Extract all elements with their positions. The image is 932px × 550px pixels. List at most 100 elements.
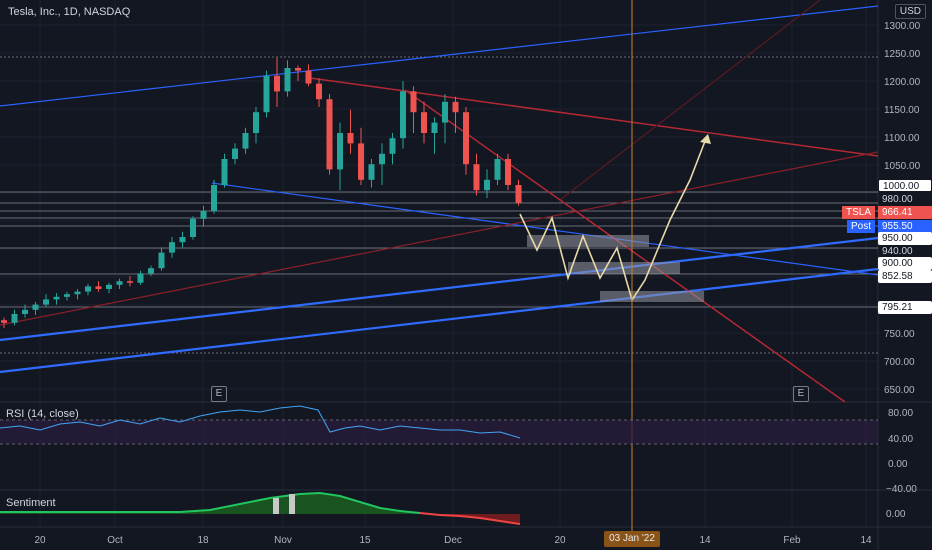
candle[interactable] xyxy=(494,159,501,180)
red-resistance-line[interactable] xyxy=(309,77,879,157)
time-tick-label: 14 xyxy=(699,535,711,546)
price-tick-label: 1100.00 xyxy=(884,133,920,144)
candle[interactable] xyxy=(358,143,364,180)
time-tick-label: 20 xyxy=(554,535,566,546)
candle[interactable] xyxy=(421,112,427,133)
symbol-title[interactable]: Tesla, Inc., 1D, NASDAQ xyxy=(8,6,131,18)
candle[interactable] xyxy=(211,185,217,211)
price-tick-label: 1050.00 xyxy=(884,161,921,172)
time-tick-label: Feb xyxy=(783,535,801,546)
candle[interactable] xyxy=(452,101,459,113)
candle[interactable] xyxy=(232,148,238,159)
price-tick-label: 1250.00 xyxy=(884,49,921,60)
candle[interactable] xyxy=(473,164,480,191)
sentiment-label[interactable]: Sentiment xyxy=(6,497,56,509)
candle[interactable] xyxy=(95,286,102,289)
candle[interactable] xyxy=(316,83,322,100)
candle[interactable] xyxy=(158,252,165,269)
time-tick-label: 15 xyxy=(359,535,371,546)
candle[interactable] xyxy=(284,68,291,92)
candle[interactable] xyxy=(505,159,511,185)
candle[interactable] xyxy=(106,284,112,289)
candle[interactable] xyxy=(148,268,154,274)
sentiment-marker-2 xyxy=(289,494,295,514)
zone-box-1[interactable] xyxy=(527,235,649,247)
candle[interactable] xyxy=(169,242,175,253)
candle[interactable] xyxy=(1,320,7,323)
sentiment-positive-area xyxy=(0,493,420,514)
candle[interactable] xyxy=(484,179,490,191)
candle[interactable] xyxy=(295,68,301,71)
candle[interactable] xyxy=(442,101,448,123)
candle[interactable] xyxy=(22,309,28,314)
lower-blue-channel-line-2[interactable] xyxy=(0,267,879,374)
candle[interactable] xyxy=(400,91,406,139)
currency-button[interactable]: USD xyxy=(894,4,926,19)
price-tick-label: 650.00 xyxy=(884,385,915,396)
candle[interactable] xyxy=(127,281,133,283)
candle[interactable] xyxy=(389,138,396,154)
sentiment-negative-area xyxy=(420,514,520,524)
candle[interactable] xyxy=(463,112,469,165)
price-tick-label: 1200.00 xyxy=(884,77,921,88)
candle[interactable] xyxy=(347,133,354,144)
candle[interactable] xyxy=(43,299,49,305)
price-tag-940: 940.00 xyxy=(882,246,913,257)
candle[interactable] xyxy=(431,122,438,133)
price-tag-980: 980.00 xyxy=(882,194,913,205)
candle[interactable] xyxy=(190,218,196,237)
candle[interactable] xyxy=(221,159,228,185)
candle[interactable] xyxy=(368,164,375,180)
candle[interactable] xyxy=(200,211,207,219)
earnings-marker-1[interactable]: E xyxy=(211,386,227,402)
candle[interactable] xyxy=(305,70,312,84)
candle[interactable] xyxy=(116,281,123,285)
candle[interactable] xyxy=(74,291,81,295)
candle[interactable] xyxy=(179,237,186,243)
price-tag-852: 852.58 xyxy=(878,270,932,283)
sentiment-tick-label: −40.00 xyxy=(886,484,917,495)
candle[interactable] xyxy=(326,99,333,170)
rsi-band xyxy=(0,420,878,444)
candle[interactable] xyxy=(253,112,259,133)
rsi-tick-label: 0.00 xyxy=(888,459,908,470)
price-tick-label: 1150.00 xyxy=(884,105,920,116)
sentiment-positive-line xyxy=(0,491,421,514)
candle[interactable] xyxy=(137,273,144,283)
red-rising-line[interactable] xyxy=(0,151,879,326)
red-faint-line xyxy=(559,0,821,201)
projection-path[interactable] xyxy=(519,135,708,302)
price-tag-1000: 1000.00 xyxy=(878,179,932,192)
candle[interactable] xyxy=(515,185,522,203)
candle[interactable] xyxy=(242,133,249,149)
rsi-line[interactable] xyxy=(0,405,521,439)
candle[interactable] xyxy=(337,133,343,170)
post-price: 955.50 xyxy=(878,220,932,233)
price-tag-795: 795.21 xyxy=(878,301,932,314)
candle[interactable] xyxy=(53,296,60,300)
rsi-label[interactable]: RSI (14, close) xyxy=(6,408,79,420)
upper-blue-channel-line[interactable] xyxy=(0,5,879,107)
candle[interactable] xyxy=(64,294,70,297)
projection-arrow-head xyxy=(700,134,711,144)
candle[interactable] xyxy=(274,75,280,92)
price-tick-label: 700.00 xyxy=(884,357,915,368)
price-tick-label: 1300.00 xyxy=(884,21,921,32)
earnings-marker-2[interactable]: E xyxy=(793,386,809,402)
time-tick-label: Oct xyxy=(107,535,123,546)
zone-box-3[interactable] xyxy=(600,291,704,302)
candle[interactable] xyxy=(263,75,270,113)
tsla-symbol-label: TSLA xyxy=(841,206,875,219)
candle[interactable] xyxy=(11,313,18,323)
time-tick-label: Dec xyxy=(444,535,462,546)
time-tick-label: Nov xyxy=(274,535,292,546)
candle[interactable] xyxy=(379,153,385,165)
candle[interactable] xyxy=(410,91,417,113)
candle[interactable] xyxy=(32,304,39,310)
price-tag-900: 900.00 xyxy=(878,257,932,270)
candle[interactable] xyxy=(85,286,91,292)
post-market-tag: Post 955.50 xyxy=(846,220,932,233)
blue-support-line[interactable] xyxy=(211,182,879,276)
crosshair-date-label: 03 Jan '22 xyxy=(604,531,660,547)
